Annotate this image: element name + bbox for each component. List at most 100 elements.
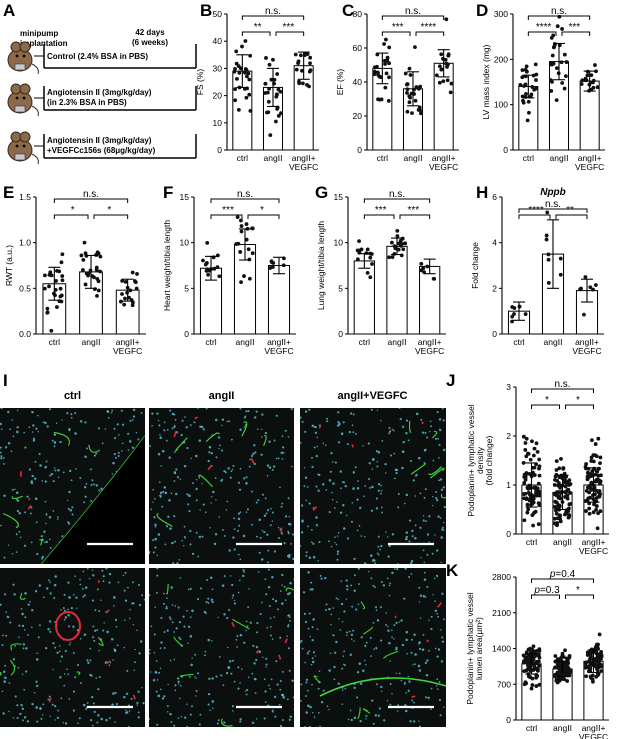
nucleus-dot	[325, 609, 327, 611]
nucleus-dot	[169, 618, 172, 621]
data-point	[558, 272, 563, 277]
nucleus-dot	[233, 599, 236, 602]
nucleus-dot	[423, 461, 426, 464]
nucleus-dot	[128, 710, 131, 712]
nucleus-dot	[166, 705, 169, 707]
nucleus-dot	[352, 431, 355, 434]
nucleus-dot	[60, 697, 63, 700]
data-point	[522, 84, 526, 88]
nucleus-dot	[411, 529, 414, 533]
data-point	[567, 478, 572, 483]
panel-label-b: B	[200, 1, 212, 20]
y-axis-label-line: Podoplanin+ lymphatic vessel	[465, 592, 475, 704]
nucleus-dot	[142, 701, 145, 705]
histology-content	[0, 568, 145, 727]
nucleus-dot	[364, 536, 366, 538]
nucleus-dot	[288, 515, 290, 518]
nucleus-dot	[152, 679, 156, 682]
nucleus-dot	[11, 419, 13, 421]
data-point	[560, 81, 565, 85]
nucleus-dot	[243, 477, 246, 480]
nucleus-dot	[197, 408, 199, 410]
nucleus-dot	[22, 643, 26, 646]
nucleus-dot	[35, 706, 38, 709]
nucleus-dot	[198, 439, 202, 442]
histology-column-title: ctrl	[64, 390, 81, 402]
x-tick-label: VEGFC	[579, 546, 608, 556]
nucleus-dot	[93, 483, 95, 486]
nucleus-dot	[419, 526, 422, 529]
nucleus-dot	[401, 425, 405, 428]
nucleus-dot	[34, 497, 38, 501]
nucleus-dot	[63, 609, 66, 612]
nucleus-dot	[347, 718, 350, 721]
y-axis-label-line: LV mass index (mg)	[481, 44, 491, 119]
nucleus-dot	[30, 541, 33, 544]
nucleus-dot	[137, 583, 140, 587]
data-point	[565, 496, 570, 501]
nucleus-dot	[28, 468, 32, 471]
nucleus-dot	[254, 678, 257, 681]
nucleus-dot	[263, 678, 266, 680]
nucleus-dot	[284, 599, 287, 601]
nucleus-dot	[187, 642, 189, 644]
nucleus-dot	[375, 683, 378, 686]
data-point	[544, 233, 549, 238]
nucleus-dot	[442, 486, 445, 489]
nucleus-dot	[180, 433, 183, 437]
nucleus-dot	[418, 642, 420, 645]
data-point	[446, 52, 451, 57]
data-point	[587, 506, 592, 511]
lymphatic-vessel	[3, 512, 19, 529]
nucleus-dot	[310, 528, 313, 531]
p-symbol: p	[549, 569, 556, 580]
nucleus-dot	[77, 663, 80, 667]
nucleus-dot	[179, 577, 182, 579]
nucleus-dot	[415, 412, 419, 416]
nucleus-dot	[404, 568, 407, 570]
y-tick-label: 0	[357, 145, 362, 155]
blood-vessel	[27, 504, 32, 510]
nucleus-dot	[258, 551, 261, 554]
nucleus-dot	[239, 718, 242, 721]
nucleus-dot	[166, 429, 169, 431]
nucleus-dot	[198, 723, 201, 726]
nucleus-dot	[355, 608, 358, 611]
blood-vessel	[391, 428, 395, 432]
nucleus-dot	[154, 537, 158, 541]
nucleus-dot	[72, 651, 75, 654]
nucleus-dot	[312, 618, 315, 621]
nucleus-dot	[22, 647, 25, 650]
nucleus-dot	[217, 719, 220, 722]
nucleus-dot	[421, 648, 425, 651]
nucleus-dot	[0, 422, 2, 426]
nucleus-dot	[317, 559, 319, 562]
nucleus-dot	[32, 439, 36, 442]
nucleus-dot	[95, 677, 98, 679]
nucleus-dot	[332, 634, 335, 637]
nucleus-dot	[270, 678, 273, 681]
nucleus-dot	[310, 663, 313, 666]
nucleus-dot	[212, 490, 215, 494]
nucleus-dot	[342, 504, 345, 507]
nucleus-dot	[438, 680, 441, 683]
nucleus-dot	[187, 588, 190, 591]
nucleus-dot	[422, 549, 425, 552]
nucleus-dot	[213, 542, 217, 546]
nucleus-dot	[288, 718, 291, 721]
nucleus-dot	[281, 502, 284, 505]
nucleus-dot	[157, 452, 161, 456]
nucleus-dot	[430, 627, 433, 631]
nucleus-dot	[343, 481, 346, 484]
nucleus-dot	[333, 678, 336, 681]
nucleus-dot	[97, 714, 100, 717]
nucleus-dot	[404, 709, 408, 713]
nucleus-dot	[293, 578, 294, 581]
nucleus-dot	[159, 688, 162, 691]
data-point	[535, 673, 539, 678]
nucleus-dot	[248, 465, 251, 468]
significance-label: *	[260, 205, 264, 216]
nucleus-dot	[201, 535, 204, 538]
nucleus-dot	[300, 639, 303, 642]
nucleus-dot	[337, 598, 340, 601]
